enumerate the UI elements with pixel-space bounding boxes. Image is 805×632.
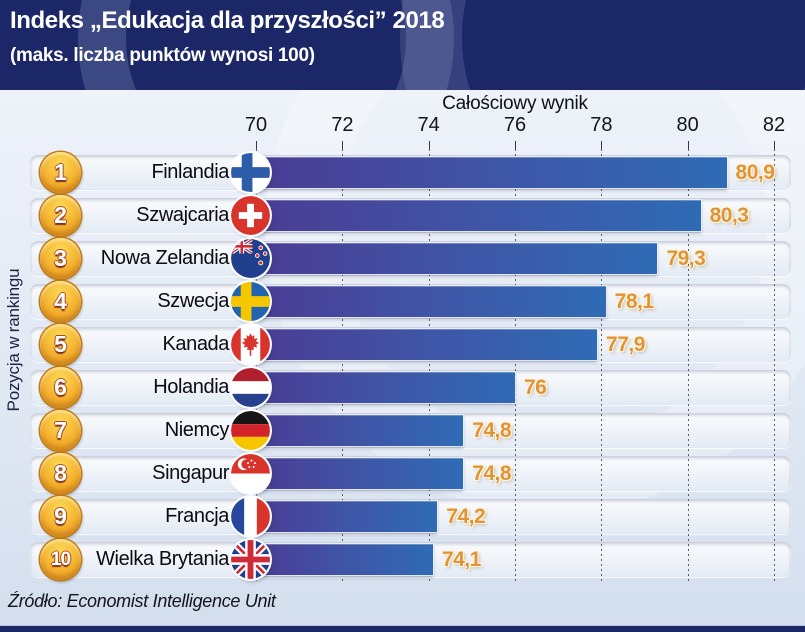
x-tick-label: 82 bbox=[762, 114, 786, 136]
rank-row: 8 Singapur 74,8 bbox=[0, 452, 805, 495]
country-label: Kanada bbox=[162, 333, 229, 355]
score-value-label: 74,8 bbox=[472, 462, 512, 485]
rank-row: 2 Szwajcaria 80,3 bbox=[0, 194, 805, 237]
rank-row: 4 Szwecja 78,1 bbox=[0, 280, 805, 323]
rank-row: 3 Nowa Zelandia 79,3 bbox=[0, 237, 805, 280]
score-bar bbox=[256, 544, 433, 575]
rank-row: 6 Holandia 76 bbox=[0, 366, 805, 409]
gridline bbox=[515, 149, 516, 583]
rank-badge: 5 bbox=[40, 324, 81, 365]
country-label: Finlandia bbox=[151, 161, 229, 183]
rank-row: 9 Francja 74,2 bbox=[0, 495, 805, 538]
chart-area: Całościowy wynik Pozycja w rankingu 70 72… bbox=[0, 90, 805, 632]
country-label: Niemcy bbox=[164, 419, 230, 441]
ch-flag-icon bbox=[231, 196, 270, 235]
nl-flag-icon bbox=[231, 368, 270, 407]
rank-badge: 10 bbox=[40, 539, 81, 580]
score-value-label: 80,3 bbox=[709, 204, 749, 227]
rank-badge: 9 bbox=[40, 496, 81, 537]
rank-badge: 2 bbox=[40, 195, 81, 236]
x-tick-label: 78 bbox=[590, 114, 613, 136]
bottom-strip bbox=[0, 626, 805, 632]
score-bar bbox=[256, 286, 606, 317]
rank-badge: 1 bbox=[40, 152, 81, 193]
score-value-label: 77,9 bbox=[606, 333, 645, 356]
score-value-label: 74,2 bbox=[446, 505, 486, 528]
country-label: Singapur bbox=[152, 462, 229, 484]
x-tick-label: 80 bbox=[676, 114, 699, 136]
rank-row: 10 Wielka Brytania 74,1 bbox=[0, 538, 805, 581]
score-value-label: 76 bbox=[524, 376, 547, 399]
gridline bbox=[687, 149, 689, 583]
se-flag-icon bbox=[231, 282, 270, 321]
x-tick-label: 72 bbox=[331, 114, 354, 136]
score-bar bbox=[256, 372, 515, 403]
score-bar bbox=[256, 329, 598, 360]
score-value-label: 74,8 bbox=[472, 419, 512, 442]
score-bar bbox=[256, 157, 727, 188]
fr-flag-icon bbox=[231, 497, 270, 536]
x-tick-mark bbox=[687, 141, 689, 149]
page-subtitle: (maks. liczba punktów wynosi 100) bbox=[10, 45, 315, 66]
score-value-label: 79,3 bbox=[666, 247, 706, 270]
x-tick-mark bbox=[342, 141, 344, 149]
x-tick-label: 74 bbox=[417, 114, 440, 136]
rank-row: 1 Finlandia 80,9 bbox=[0, 151, 805, 194]
rank-badge: 8 bbox=[40, 453, 81, 494]
score-value-label: 78,1 bbox=[614, 290, 654, 313]
gridline bbox=[256, 149, 257, 583]
gb-flag-icon bbox=[231, 540, 270, 579]
country-label: Holandia bbox=[153, 376, 229, 398]
de-flag-icon bbox=[231, 411, 270, 450]
x-tick-mark bbox=[256, 141, 257, 149]
score-bar bbox=[256, 243, 658, 274]
sg-flag-icon bbox=[231, 454, 270, 493]
country-label: Francja bbox=[165, 505, 229, 527]
decorative-ring-icon bbox=[400, 0, 805, 90]
header: Indeks „Edukacja dla przyszłości” 2018 (… bbox=[0, 0, 805, 90]
gridline bbox=[428, 149, 430, 583]
rank-badge: 3 bbox=[40, 238, 81, 279]
rank-badge: 4 bbox=[40, 281, 81, 322]
score-bar bbox=[256, 200, 701, 231]
rank-row: 5 Kanada 77,9 bbox=[0, 323, 805, 366]
x-tick-mark bbox=[601, 141, 603, 149]
x-tick-label: 70 bbox=[244, 114, 268, 136]
score-bar bbox=[256, 501, 438, 532]
gridline bbox=[342, 149, 344, 583]
x-tick-label: 76 bbox=[503, 114, 527, 136]
x-tick-mark bbox=[774, 141, 775, 149]
country-label: Szwecja bbox=[157, 290, 229, 312]
x-axis-title: Całościowy wynik bbox=[442, 93, 588, 114]
country-label: Nowa Zelandia bbox=[100, 247, 230, 269]
gridline bbox=[774, 149, 775, 583]
fi-flag-icon bbox=[231, 153, 270, 192]
source-note: Źródło: Economist Intelligence Unit bbox=[8, 591, 276, 611]
country-label: Wielka Brytania bbox=[96, 548, 229, 570]
score-bar bbox=[256, 415, 464, 446]
page-title: Indeks „Edukacja dla przyszłości” 2018 bbox=[10, 7, 445, 34]
ca-flag-icon bbox=[231, 325, 270, 364]
nz-flag-icon bbox=[231, 239, 270, 278]
country-label: Szwajcaria bbox=[136, 204, 229, 226]
score-bar bbox=[256, 458, 464, 489]
x-tick-mark bbox=[428, 141, 430, 149]
score-value-label: 74,1 bbox=[441, 548, 481, 571]
rank-badge: 7 bbox=[40, 410, 81, 451]
x-tick-mark bbox=[515, 141, 516, 149]
score-value-label: 80,9 bbox=[735, 161, 775, 184]
rank-badge: 6 bbox=[40, 367, 81, 408]
gridline bbox=[601, 149, 603, 583]
rank-row: 7 Niemcy 74,8 bbox=[0, 409, 805, 452]
